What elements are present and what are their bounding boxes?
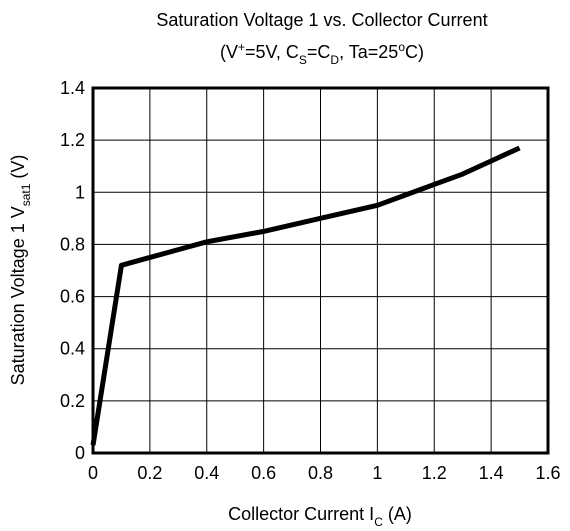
text-part: , Ta=25 — [339, 42, 398, 62]
x-tick-label: 1 — [372, 463, 382, 483]
y-tick-label: 1.2 — [60, 130, 85, 150]
chart-subtitle: (V+=5V, CS=CD, Ta=25oC) — [220, 40, 424, 67]
x-tick-label: 0 — [88, 463, 98, 483]
text-part: =C — [307, 42, 331, 62]
text-part: (V — [220, 42, 238, 62]
text-part: Collector Current I — [228, 504, 374, 524]
text-part: C — [374, 515, 383, 529]
y-tick-label: 1.4 — [60, 78, 85, 98]
text-part: + — [238, 40, 245, 54]
y-tick-label: 0.4 — [60, 339, 85, 359]
text-part: (A) — [383, 504, 412, 524]
x-tick-label: 0.2 — [137, 463, 162, 483]
chart-title: Saturation Voltage 1 vs. Collector Curre… — [156, 10, 487, 30]
x-tick-label: 0.8 — [308, 463, 333, 483]
y-tick-label: 0.8 — [60, 234, 85, 254]
text-part: C) — [405, 42, 424, 62]
y-tick-label: 0.6 — [60, 287, 85, 307]
text-part: (V) — [8, 155, 28, 184]
text-part: S — [299, 53, 307, 67]
x-axis-label: Collector Current IC (A) — [228, 504, 412, 529]
x-tick-label: 0.4 — [194, 463, 219, 483]
text-part: Saturation Voltage 1 V — [8, 206, 28, 385]
y-tick-label: 0.2 — [60, 391, 85, 411]
data-line — [90, 145, 521, 446]
text-part: sat1 — [19, 183, 33, 206]
x-tick-label: 1.4 — [479, 463, 504, 483]
y-tick-label: 0 — [75, 443, 85, 463]
text-part: o — [398, 40, 405, 54]
y-tick-label: 1 — [75, 182, 85, 202]
text-part: D — [330, 53, 339, 67]
text-part: =5V, C — [245, 42, 299, 62]
y-axis-label: Saturation Voltage 1 Vsat1 (V) — [8, 155, 33, 386]
plot-frame — [91, 86, 550, 455]
x-tick-label: 0.6 — [251, 463, 276, 483]
x-tick-label: 1.6 — [535, 463, 560, 483]
x-tick-label: 1.2 — [422, 463, 447, 483]
